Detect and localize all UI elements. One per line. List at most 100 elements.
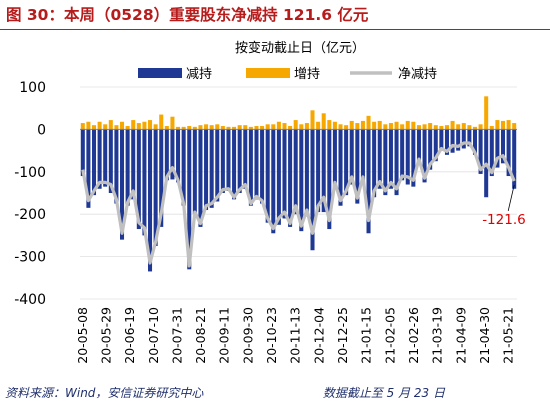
increase-bar xyxy=(142,121,147,130)
increase-bar xyxy=(500,120,506,130)
reduce-bar xyxy=(344,129,349,196)
reduce-bar xyxy=(310,129,315,251)
legend-swatch xyxy=(246,68,290,78)
reduce-bar xyxy=(383,129,388,196)
increase-bar xyxy=(461,123,466,130)
increase-bar xyxy=(512,123,517,130)
increase-bar xyxy=(388,123,393,130)
increase-bar xyxy=(176,126,181,130)
legend-label: 减持 xyxy=(186,67,212,82)
increase-bar xyxy=(360,120,365,130)
y-tick-label: -200 xyxy=(14,207,46,223)
reduce-bar xyxy=(170,129,175,180)
increase-bar xyxy=(428,123,433,130)
reduce-bar xyxy=(142,129,147,236)
reduce-bar xyxy=(388,129,393,189)
reduce-bar xyxy=(237,129,242,193)
reduce-bar xyxy=(304,129,309,217)
increase-bar xyxy=(349,120,354,130)
reduce-bar xyxy=(276,129,281,225)
reduce-bar xyxy=(254,129,259,200)
increase-bar xyxy=(411,121,416,130)
reduce-bar xyxy=(282,129,287,219)
y-tick-label: -100 xyxy=(14,165,46,181)
increase-bar xyxy=(131,120,136,130)
reduce-bar xyxy=(456,129,461,151)
increase-bar xyxy=(433,125,438,130)
increase-bar xyxy=(125,126,130,130)
reduce-bar xyxy=(120,129,125,240)
reduce-bar xyxy=(108,129,113,193)
increase-bar xyxy=(187,126,192,130)
increase-bar xyxy=(159,114,164,130)
reduce-bar xyxy=(136,129,141,230)
reduce-bar xyxy=(192,129,197,215)
increase-bar xyxy=(108,120,113,130)
x-tick-label: 21-02-26 xyxy=(406,307,421,364)
reduce-bar xyxy=(327,129,332,230)
increase-bar xyxy=(338,124,343,130)
reduce-bar xyxy=(416,129,421,164)
reduce-bar xyxy=(489,129,494,177)
reduce-bar xyxy=(400,129,405,181)
increase-bar xyxy=(450,120,455,130)
increase-bar xyxy=(271,124,276,130)
increase-bar xyxy=(170,116,175,130)
reduce-bar xyxy=(338,129,343,206)
increase-bar xyxy=(232,126,237,130)
y-tick-label: 100 xyxy=(19,80,46,96)
increase-bar xyxy=(316,121,321,130)
increase-bar xyxy=(478,124,483,130)
reduce-bar xyxy=(293,129,298,215)
reduce-bar xyxy=(176,129,181,183)
net-line xyxy=(81,141,516,268)
reduce-bar xyxy=(209,129,214,208)
reduce-bar xyxy=(226,129,231,191)
reduce-bar xyxy=(467,129,472,147)
increase-bar xyxy=(204,124,209,130)
increase-bar xyxy=(215,124,220,130)
reduce-bar xyxy=(512,129,517,189)
y-axis: 100 0 -100 -200 -300 -400 xyxy=(14,80,46,308)
increase-bar xyxy=(366,115,371,130)
reduce-bar xyxy=(349,129,354,185)
increase-bar xyxy=(293,120,298,130)
title-divider xyxy=(0,29,550,30)
increase-bar xyxy=(91,125,97,130)
increase-bar xyxy=(114,125,119,130)
increase-bar xyxy=(495,120,500,130)
increase-bar xyxy=(377,120,382,130)
x-tick-label: 21-05-21 xyxy=(501,307,516,364)
increase-bar xyxy=(332,121,337,130)
increase-bar xyxy=(422,124,427,130)
reduce-bar xyxy=(450,129,455,153)
increase-bar xyxy=(467,125,472,130)
increase-bar xyxy=(372,121,377,130)
reduce-bar xyxy=(220,129,225,193)
reduce-bar xyxy=(215,129,220,202)
increase-bar xyxy=(416,125,421,130)
legend: 减持 增持 净减持 xyxy=(138,67,437,82)
reduce-bar xyxy=(125,129,130,206)
increase-bar xyxy=(86,121,91,130)
reduce-bar xyxy=(80,129,85,177)
increase-bar xyxy=(103,124,108,130)
reduce-bar xyxy=(366,129,371,234)
reduce-bar xyxy=(204,129,209,210)
reduce-bar xyxy=(97,129,102,189)
reduce-bar xyxy=(506,129,511,177)
reduce-bar xyxy=(260,129,265,204)
increase-bar xyxy=(260,126,265,130)
increase-bar xyxy=(136,123,141,130)
x-tick-label: 21-04-09 xyxy=(453,307,468,364)
reduce-bar xyxy=(181,129,186,206)
reduce-bar xyxy=(472,129,477,155)
x-tick-label: 20-12-04 xyxy=(311,307,326,364)
reduce-bar xyxy=(164,129,169,181)
increase-bar xyxy=(148,120,153,130)
annotation-leader xyxy=(507,184,515,212)
increase-bar xyxy=(237,125,242,130)
increase-bar xyxy=(181,126,186,130)
x-tick-label: 20-07-31 xyxy=(169,307,184,364)
increase-bar xyxy=(439,126,444,130)
